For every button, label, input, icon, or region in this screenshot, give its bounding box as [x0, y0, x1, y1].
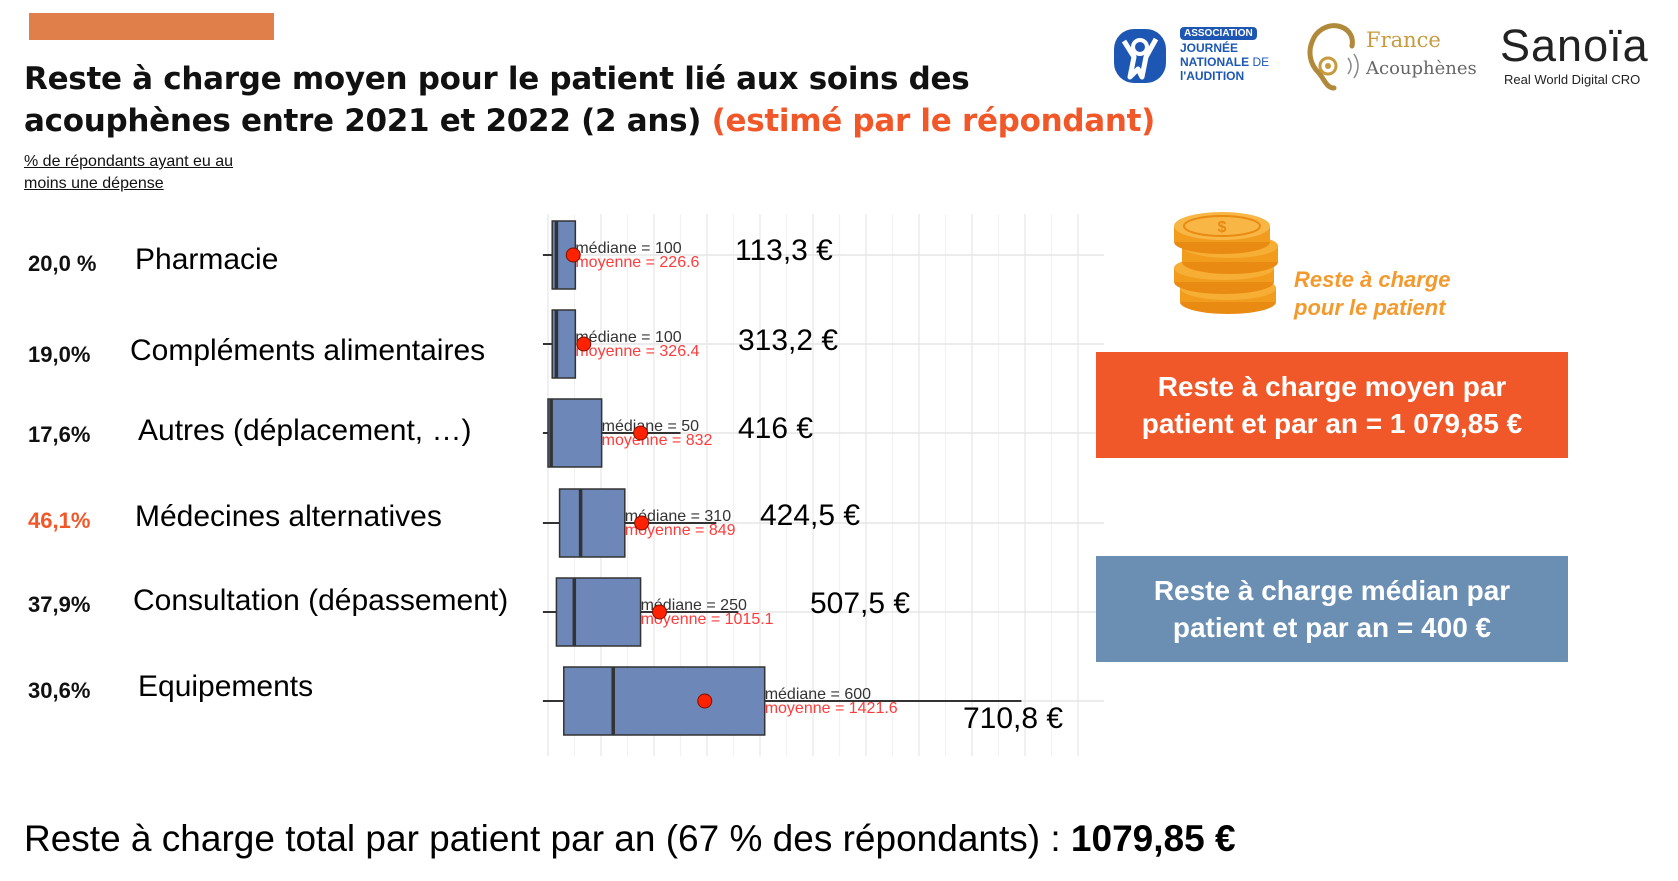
mean-label: moyenne = 1015.1	[641, 611, 774, 628]
row-percent: 19,0%	[28, 342, 91, 367]
total-cost-summary: Reste à charge total par patient par an …	[24, 818, 1236, 860]
mean-label: moyenne = 226.6	[575, 254, 699, 271]
jna-emblem-icon	[1114, 29, 1166, 83]
accent-bar	[29, 13, 274, 40]
row-percent: 46,1%	[28, 508, 91, 533]
sanoia-tagline: Real World Digital CRO	[1504, 72, 1641, 87]
mean-panel-line-1: Reste à charge moyen par	[1157, 371, 1507, 402]
annual-value-label: 507,5 €	[810, 587, 911, 620]
mean-label: moyenne = 832	[602, 432, 713, 449]
annual-value-label: 710,8 €	[963, 702, 1064, 735]
row-percent: 17,6%	[28, 422, 91, 447]
subtitle-line-1: % de répondants ayant eu au	[24, 153, 234, 170]
mean-cost-panel: Reste à charge moyen par patient et par …	[1096, 352, 1568, 458]
total-cost-value: 1079,85 €	[1070, 818, 1236, 859]
annual-value-label: 313,2 €	[738, 324, 839, 357]
median-panel-line-2: patient et par an = 400 €	[1172, 612, 1492, 643]
box	[555, 577, 642, 647]
median-label: médiane = 600	[765, 686, 871, 703]
page-title: Reste à charge moyen pour le patient lié…	[24, 58, 1264, 142]
mean-dot	[652, 604, 668, 620]
box	[558, 488, 626, 558]
title-line-2: acouphènes entre 2021 et 2022 (2 ans) (e…	[24, 100, 1264, 142]
annual-value-label: 416 €	[738, 412, 814, 445]
coin-caption-line-1: Reste à charge	[1294, 267, 1451, 292]
ear-icon	[1307, 23, 1359, 91]
jna-line-3: l'AUDITION	[1180, 69, 1245, 83]
median-panel-line-1: Reste à charge médian par	[1153, 575, 1511, 606]
median-label: médiane = 100	[575, 240, 681, 257]
svg-text:$: $	[1218, 219, 1227, 236]
total-cost-text: Reste à charge total par patient par an …	[24, 818, 1071, 859]
annual-value-label: 113,3 €	[735, 234, 833, 267]
median-cost-panel: Reste à charge médian par patient et par…	[1096, 556, 1568, 662]
subtitle: % de répondants ayant eu au moins une dé…	[24, 151, 233, 195]
mean-dot	[633, 425, 649, 441]
box	[547, 398, 603, 468]
mean-label: moyenne = 1421.6	[765, 700, 898, 717]
jna-line-2: NATIONALE DE	[1180, 55, 1269, 69]
title-line-2-text: acouphènes entre 2021 et 2022 (2 ans)	[24, 103, 702, 139]
logo-sanoia: Sanoïa Real World Digital CRO	[1500, 22, 1670, 92]
logo-jna: ASSOCIATION JOURNÉE NATIONALE DE l'AUDIT…	[1112, 27, 1282, 87]
row-category: Equipements	[138, 670, 314, 703]
jna-badge: ASSOCIATION	[1180, 27, 1257, 40]
coin-caption: Reste à charge pour le patient	[1294, 266, 1451, 322]
mean-dot	[634, 515, 650, 531]
median-label: médiane = 250	[641, 597, 747, 614]
annual-value-label: 424,5 €	[760, 499, 861, 532]
jna-line-1: JOURNÉE	[1180, 41, 1239, 55]
median-label: médiane = 50	[602, 418, 700, 435]
median-label: médiane = 310	[625, 508, 731, 525]
row-percent: 20,0 %	[28, 251, 97, 276]
title-line-1: Reste à charge moyen pour le patient lié…	[24, 61, 970, 97]
jna-line-2-de: DE	[1252, 55, 1270, 69]
row-category: Autres (déplacement, …)	[138, 414, 472, 447]
mean-dot	[697, 693, 713, 709]
coin-caption-line-2: pour le patient	[1294, 295, 1446, 320]
jna-line-2-bold: NATIONALE	[1180, 55, 1250, 69]
sanoia-name: Sanoïa	[1500, 20, 1649, 71]
fa-line-2: Acouphènes	[1366, 58, 1477, 79]
row-percent: 37,9%	[28, 592, 91, 617]
coins-icon: $	[1174, 212, 1278, 314]
row-percent: 30,6%	[28, 678, 91, 703]
fa-line-1: France	[1366, 28, 1441, 52]
title-highlight: (estimé par le répondant)	[711, 103, 1156, 139]
box	[563, 666, 766, 736]
mean-panel-line-2: patient et par an = 1 079,85 €	[1141, 408, 1523, 439]
median-label: médiane = 100	[575, 329, 681, 346]
row-category: Consultation (dépassement)	[133, 584, 509, 617]
row-category: Compléments alimentaires	[130, 334, 486, 367]
mean-label: moyenne = 849	[625, 522, 736, 539]
mean-dot	[565, 247, 581, 263]
subtitle-line-2: moins une dépense	[24, 175, 164, 192]
row-category: Médecines alternatives	[135, 500, 442, 533]
mean-dot	[576, 336, 592, 352]
logo-france-acouphenes: France Acouphènes	[1304, 22, 1477, 94]
row-category: Pharmacie	[135, 243, 279, 276]
mean-label: moyenne = 326.4	[575, 343, 699, 360]
